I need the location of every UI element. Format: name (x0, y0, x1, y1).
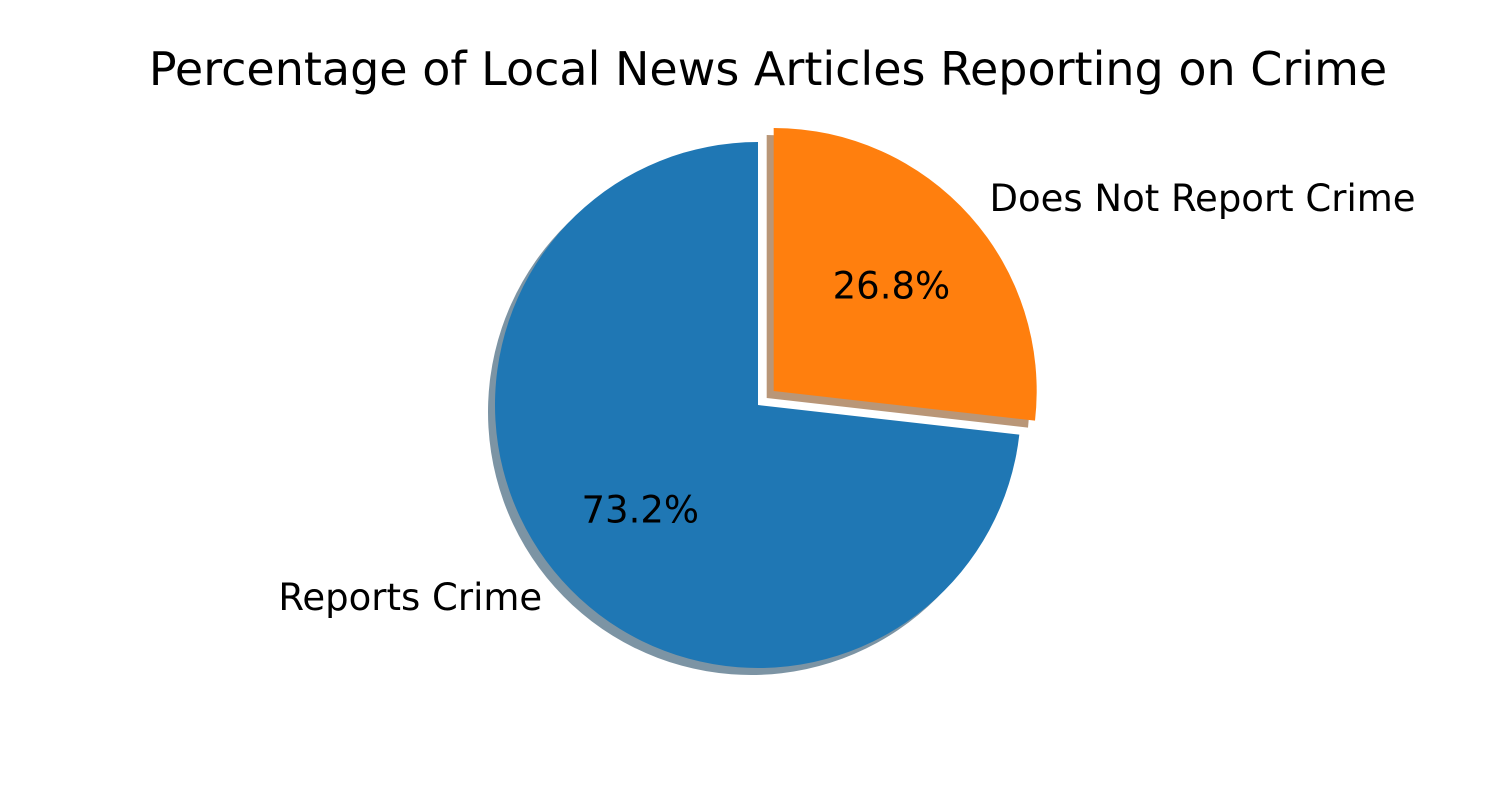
pie-pct-label-does-not-report-crime: 26.8% (833, 264, 951, 307)
pie-slice-layer (495, 127, 1037, 668)
pie-category-label-reports-crime: Reports Crime (278, 576, 542, 619)
pie-slice-does-not-report-crime (773, 127, 1037, 421)
pie-pct-label-reports-crime: 73.2% (582, 489, 700, 532)
pie-label-layer: 73.2% Reports Crime 26.8% Does Not Report C… (278, 177, 1415, 619)
pie-category-label-does-not-report-crime: Does Not Report Crime (990, 177, 1416, 220)
chart-title: Percentage of Local News Articles Report… (148, 42, 1388, 96)
pie-slice-reports-crime (495, 142, 1020, 668)
